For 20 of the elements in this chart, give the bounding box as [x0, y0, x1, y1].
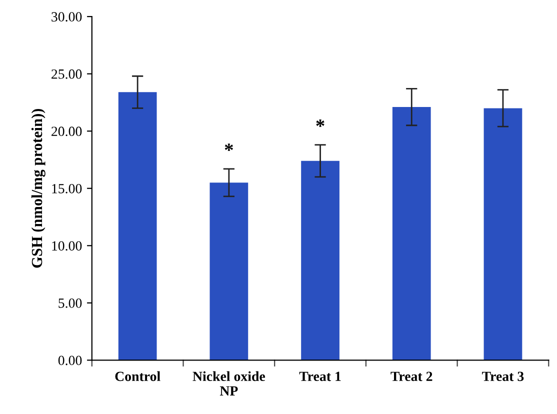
x-tick-label: Treat 3 — [482, 372, 524, 382]
bar — [392, 107, 431, 360]
y-tick-label: 25.00 — [52, 69, 82, 79]
y-tick-label: 15.00 — [52, 184, 82, 194]
bar — [210, 182, 248, 360]
y-tick-label: 10.00 — [52, 241, 82, 251]
y-tick-label: 30.00 — [52, 12, 82, 22]
y-tick-label: 0.00 — [58, 356, 82, 366]
x-tick-label: Control — [115, 371, 160, 382]
annotation: * — [316, 120, 324, 127]
bar — [118, 92, 157, 360]
y-tick-label: 20.00 — [52, 126, 82, 136]
annotation: * — [224, 144, 233, 151]
y-axis-title: GSH (nmol/mg protein)) — [31, 108, 46, 268]
y-tick-label: 5.00 — [58, 298, 82, 308]
x-tick-label: Treat 2 — [390, 372, 432, 382]
x-tick-label: Nickel oxide NP — [192, 371, 266, 396]
bar — [301, 160, 340, 360]
x-tick-label: Treat 1 — [299, 372, 341, 382]
bar — [484, 108, 522, 360]
